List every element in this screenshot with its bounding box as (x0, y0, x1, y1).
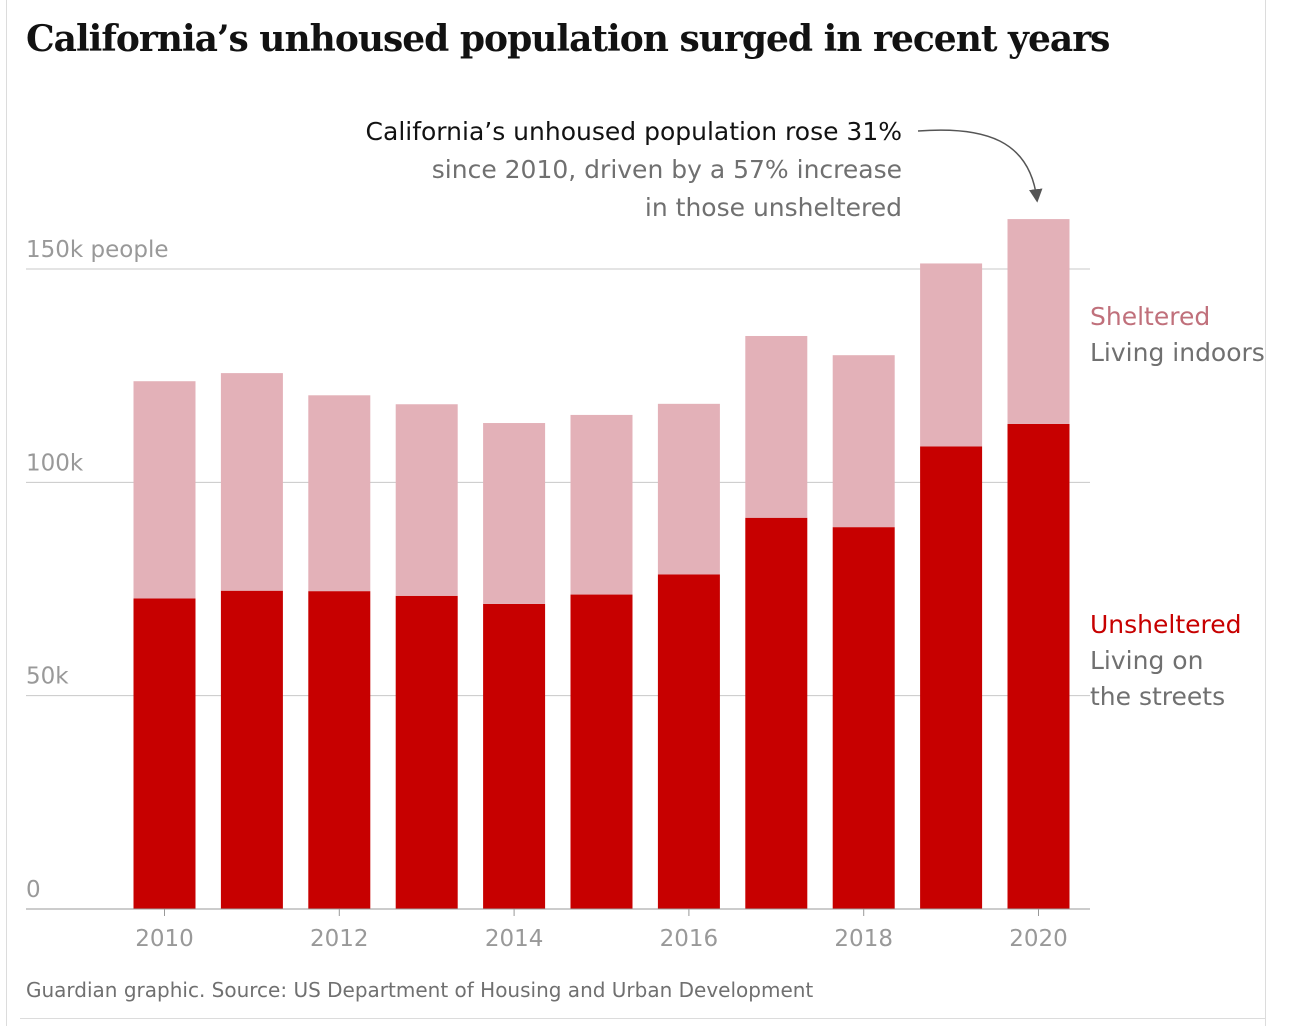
bar-unsheltered (220, 590, 283, 909)
legend-unsheltered-label: Unsheltered (1090, 610, 1242, 639)
bar-sheltered (832, 355, 895, 528)
legend-unsheltered-desc-line-1: Living on (1090, 646, 1203, 675)
bar-sheltered (920, 263, 983, 447)
y-tick-label: 0 (26, 877, 41, 903)
bar-sheltered (220, 373, 283, 591)
y-tick-label: 100k (26, 450, 84, 476)
bar-unsheltered (745, 517, 808, 909)
gridlines: 0 50k 100k 150k people (26, 237, 1090, 903)
bar-unsheltered (920, 446, 983, 909)
bar-sheltered (133, 381, 196, 599)
chart-title: California’s unhoused population surged … (26, 18, 1110, 60)
bar-unsheltered (395, 595, 458, 909)
bar-unsheltered (483, 603, 546, 909)
bar-sheltered (1007, 219, 1070, 424)
frame-right-border (1265, 0, 1266, 1026)
bar-unsheltered (1007, 423, 1070, 909)
bar-sheltered (395, 404, 458, 596)
bar-sheltered (483, 423, 546, 604)
annotation-line-3: in those unsheltered (645, 193, 902, 222)
bar-sheltered (657, 403, 720, 575)
x-axis: 2010 2012 2014 2016 2018 2020 (26, 908, 1090, 952)
y-tick-label: 150k people (26, 237, 169, 263)
bottom-rule (20, 1018, 1266, 1019)
x-tick-label: 2020 (1009, 926, 1068, 952)
bars-group (133, 219, 1070, 909)
bar-sheltered (745, 335, 808, 518)
x-tick-label: 2014 (485, 926, 544, 952)
source-note: Guardian graphic. Source: US Department … (26, 978, 814, 1002)
legend-unsheltered-desc-line-2: the streets (1090, 682, 1225, 711)
x-tick-label: 2010 (135, 926, 194, 952)
bar-sheltered (308, 395, 371, 592)
legend-sheltered-label: Sheltered (1090, 302, 1210, 331)
annotation-arrow (917, 129, 1043, 203)
bar-unsheltered (570, 594, 633, 909)
annotation-line-2: since 2010, driven by a 57% increase (432, 155, 902, 184)
y-tick-label: 50k (26, 664, 69, 690)
bar-sheltered (570, 414, 633, 595)
annotation-line-1: California’s unhoused population rose 31… (366, 117, 902, 146)
bar-unsheltered (657, 574, 720, 909)
frame-left-border (6, 0, 7, 1026)
bar-unsheltered (832, 527, 895, 909)
legend-sheltered-desc: Living indoors (1090, 338, 1265, 367)
x-tick-label: 2012 (310, 926, 369, 952)
x-tick-label: 2016 (660, 926, 719, 952)
bar-unsheltered (133, 598, 196, 909)
bar-unsheltered (308, 591, 371, 909)
x-tick-label: 2018 (834, 926, 893, 952)
